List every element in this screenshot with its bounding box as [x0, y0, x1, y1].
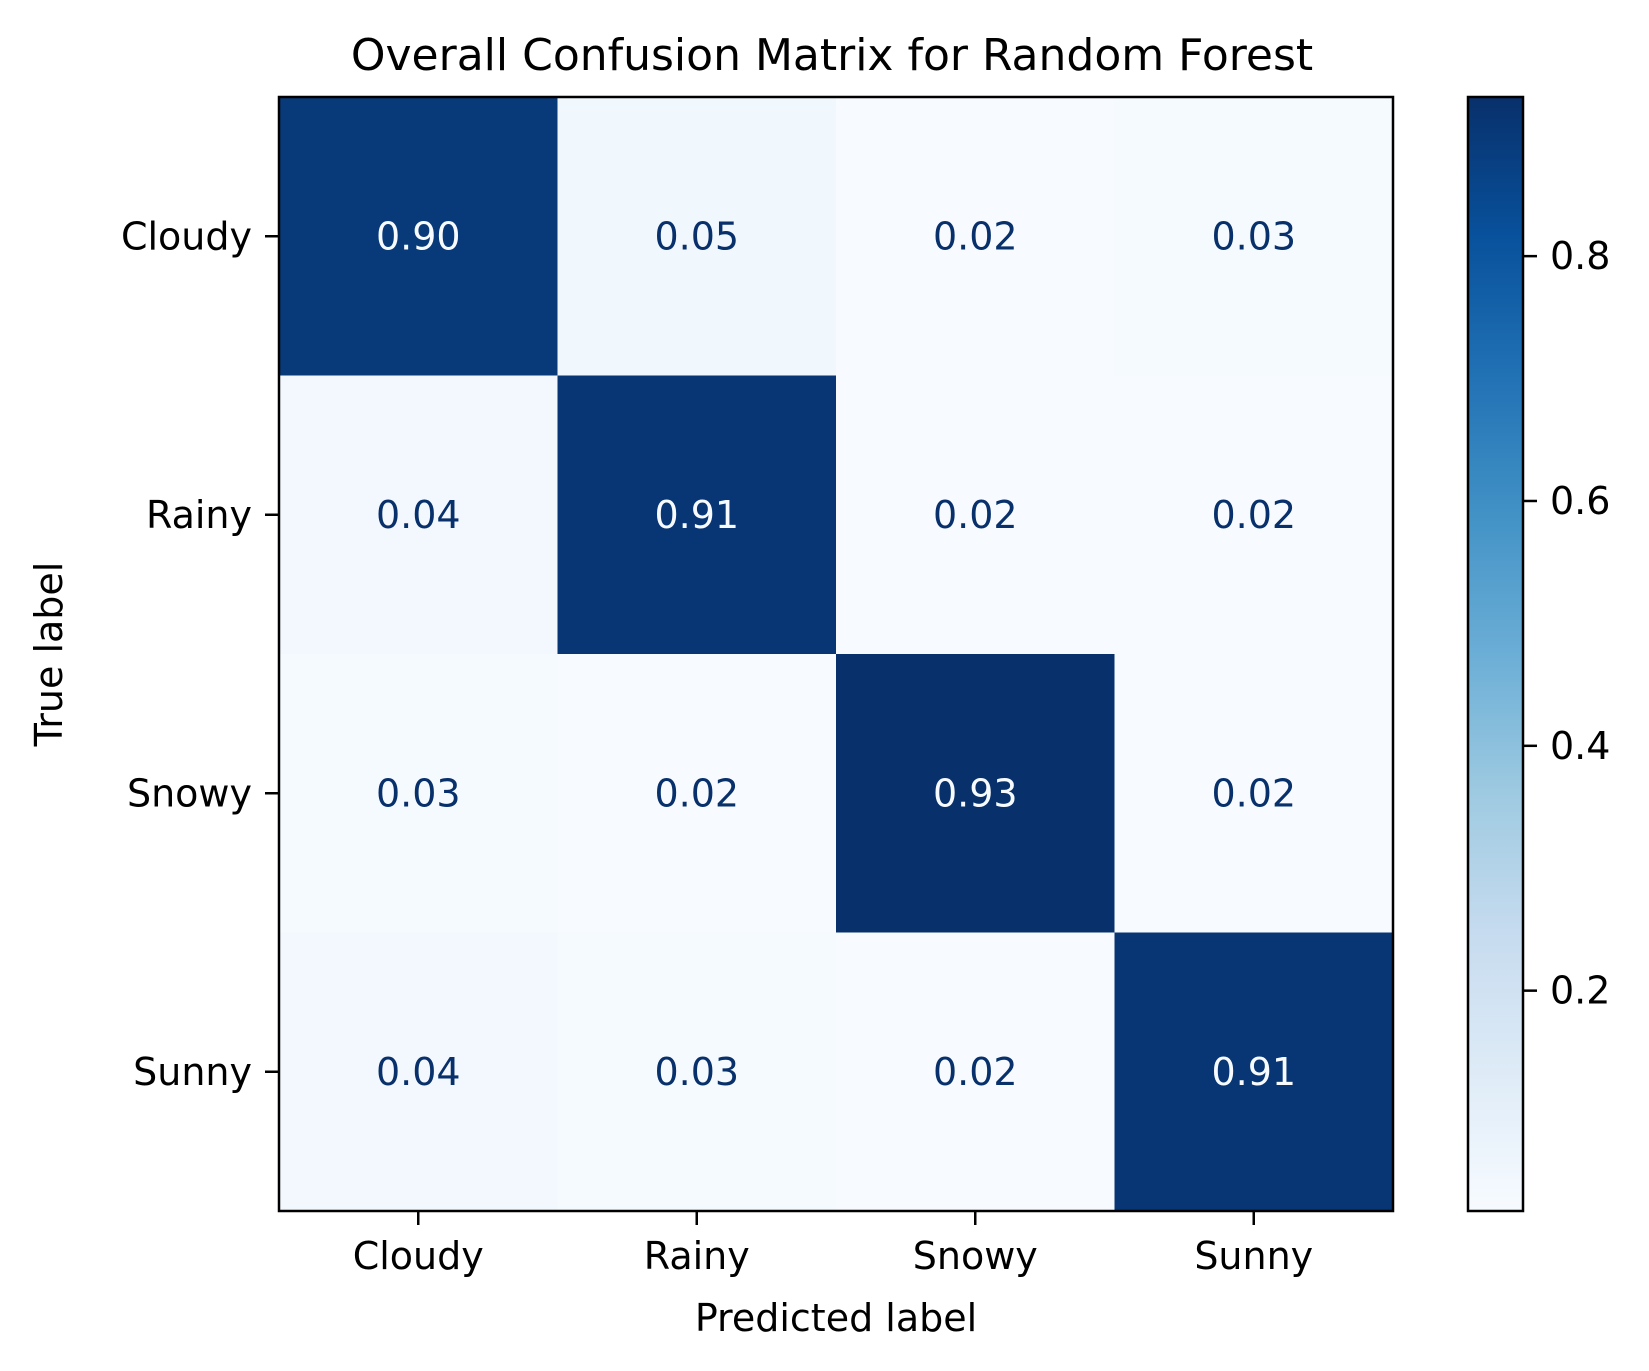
cell-value-label: 0.93 — [933, 771, 1018, 815]
colorbar-ticks: 0.2 0.4 0.6 0.8 — [1523, 234, 1610, 1013]
x-axis-ticks: Cloudy Rainy Snowy Sunny — [353, 1211, 1313, 1278]
cell-value-label: 0.02 — [933, 1050, 1018, 1094]
heatmap-cell — [1114, 97, 1394, 376]
y-tick-label: Sunny — [133, 1050, 252, 1094]
heatmap-cell — [1114, 932, 1394, 1212]
colorbar-tick-label: 0.4 — [1550, 724, 1610, 768]
cell-value-label: 0.04 — [376, 1050, 461, 1094]
cell-value-label: 0.03 — [1211, 214, 1296, 258]
cell-value-label: 0.02 — [933, 214, 1018, 258]
heatmap-cell — [557, 97, 837, 376]
heatmap-cell — [836, 932, 1115, 1212]
cell-value-label: 0.02 — [654, 771, 739, 815]
heatmap-cell — [557, 654, 837, 933]
cell-value-label: 0.02 — [1211, 771, 1296, 815]
cell-value-label: 0.91 — [1211, 1050, 1296, 1094]
x-tick-label: Snowy — [913, 1234, 1038, 1278]
cell-value-label: 0.02 — [1211, 493, 1296, 537]
heatmap-cell — [279, 932, 558, 1212]
colorbar-frame — [1466, 95, 1525, 1213]
x-tick-label: Sunny — [1194, 1234, 1313, 1278]
plot-frame — [277, 95, 1395, 1213]
heatmap-cells — [279, 97, 1394, 1212]
y-tick-label: Snowy — [127, 771, 252, 815]
heatmap-cell — [279, 97, 558, 376]
cell-value-label: 0.03 — [376, 771, 461, 815]
heatmap-cell — [557, 375, 837, 655]
heatmap-cell — [1114, 654, 1394, 933]
cell-value-label: 0.04 — [376, 493, 461, 537]
colorbar-tick-label: 0.8 — [1550, 234, 1610, 278]
cell-value-label: 0.91 — [654, 493, 739, 537]
x-tick-label: Rainy — [644, 1234, 750, 1278]
heatmap-cell — [557, 932, 837, 1212]
heatmap-cell — [836, 97, 1115, 376]
y-axis-ticks: Cloudy Rainy Snowy Sunny — [121, 214, 279, 1094]
heatmap-cell — [836, 375, 1115, 655]
y-axis-label: True label — [27, 562, 71, 748]
x-axis-label: Predicted label — [695, 1296, 977, 1340]
heatmap-value-labels: 0.90 0.05 0.02 0.03 0.04 0.91 0.02 0.02 0.03 0.02… — [376, 214, 1296, 1094]
heatmap-cell — [836, 654, 1115, 933]
cell-value-label: 0.02 — [933, 493, 1018, 537]
colorbar-tick-label: 0.2 — [1550, 969, 1610, 1013]
heatmap-cell — [279, 375, 558, 655]
cell-value-label: 0.05 — [654, 214, 739, 258]
x-tick-label: Cloudy — [353, 1234, 484, 1278]
cell-value-label: 0.03 — [654, 1050, 739, 1094]
chart-title: Overall Confusion Matrix for Random Fore… — [351, 30, 1313, 81]
y-tick-label: Rainy — [146, 493, 252, 537]
heatmap-cell — [279, 654, 558, 933]
cell-value-label: 0.90 — [376, 214, 461, 258]
colorbar-tick-label: 0.6 — [1550, 479, 1610, 523]
heatmap-cell — [1114, 375, 1394, 655]
y-tick-label: Cloudy — [121, 214, 252, 258]
colorbar — [1468, 97, 1523, 1211]
